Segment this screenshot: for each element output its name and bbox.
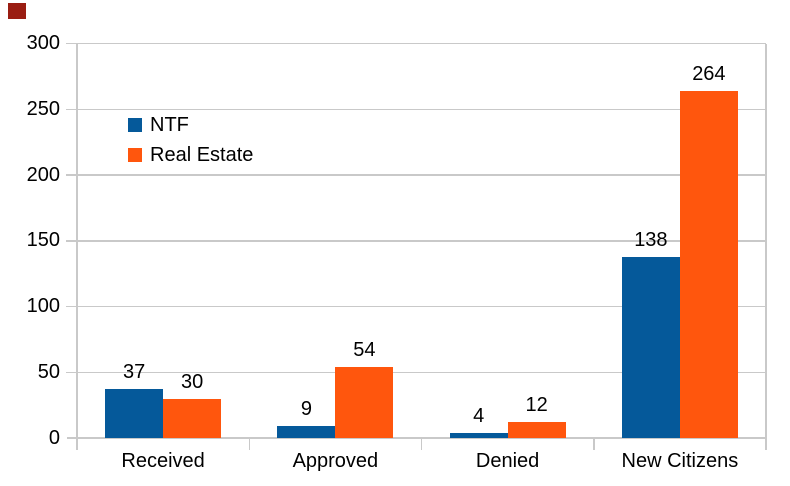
legend-label: Real Estate — [150, 143, 254, 166]
y-gridline — [77, 42, 766, 45]
bar-real-estate — [163, 398, 222, 438]
bar-ntf — [621, 256, 680, 438]
y-gridline — [77, 108, 766, 110]
y-axis-label: 200 — [26, 163, 60, 186]
legend-swatch — [128, 118, 142, 132]
y-axis-line — [76, 43, 78, 450]
x-axis-line — [67, 437, 767, 439]
bar-real-estate — [335, 366, 394, 438]
legend-swatch — [128, 148, 142, 162]
y-axis-tick — [66, 174, 77, 176]
x-axis-tick — [248, 439, 250, 450]
category-label: New Citizens — [621, 450, 739, 472]
y-axis-tick — [66, 240, 77, 242]
legend-item: NTF — [128, 110, 253, 140]
x-axis-tick — [593, 439, 595, 450]
bar-real-estate — [679, 90, 738, 438]
y-gridline — [77, 371, 766, 373]
bar-ntf — [105, 389, 164, 438]
bar-value-label: 264 — [692, 62, 726, 85]
y-axis-tick — [66, 42, 77, 45]
plot-right-border — [765, 43, 767, 450]
bar-ntf — [449, 432, 508, 438]
bar-value-label: 4 — [473, 404, 485, 427]
y-axis-tick — [66, 305, 77, 308]
y-gridline — [77, 240, 766, 242]
y-axis-label: 150 — [26, 229, 60, 252]
y-axis-label: 50 — [37, 360, 60, 383]
category-label: Denied — [475, 450, 540, 472]
bar-real-estate — [507, 422, 566, 438]
y-gridline — [77, 174, 766, 176]
y-axis-tick — [66, 371, 77, 373]
y-axis-label: 0 — [48, 426, 60, 449]
bar-ntf — [277, 426, 336, 438]
bar-value-label: 138 — [634, 228, 668, 251]
bar-value-label: 9 — [300, 398, 312, 421]
category-label: Received — [121, 450, 205, 472]
recording-indicator — [8, 3, 26, 19]
bar-value-label: 54 — [353, 338, 376, 361]
legend-item: Real Estate — [128, 140, 253, 170]
y-axis-label: 250 — [26, 97, 60, 120]
y-axis-label: 300 — [26, 32, 60, 54]
y-axis-tick — [66, 108, 77, 110]
bar-value-label: 30 — [181, 370, 204, 393]
bar-value-label: 12 — [525, 394, 548, 417]
y-axis-label: 100 — [26, 295, 60, 317]
legend-label: NTF — [150, 113, 189, 136]
category-label: Approved — [292, 450, 379, 472]
chart-legend: NTF Real Estate — [128, 110, 253, 170]
y-gridline — [77, 305, 766, 308]
x-axis-tick — [420, 439, 423, 450]
bar-value-label: 37 — [123, 361, 146, 384]
